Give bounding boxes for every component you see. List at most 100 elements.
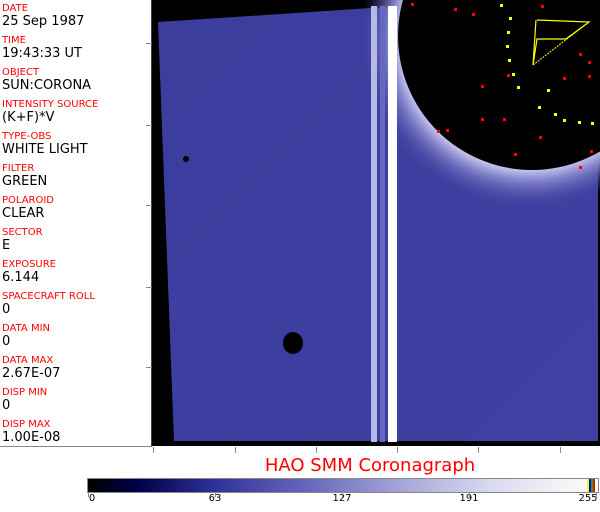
pylon-shadow: [380, 6, 385, 442]
marker-yellow: [512, 73, 515, 76]
axis-tick: [146, 287, 152, 288]
pylon-stripe-bright: [388, 6, 397, 442]
axis-tick: [560, 447, 561, 453]
field-label: DATA MIN: [2, 323, 50, 334]
field-value: 0: [2, 334, 11, 349]
marker-red: [411, 3, 414, 6]
colorbar: [87, 478, 599, 493]
axis-tick: [146, 367, 152, 368]
field-label: DISP MAX: [2, 419, 51, 430]
field-label: SPACECRAFT ROLL: [2, 291, 95, 302]
field-value: SUN:CORONA: [2, 78, 92, 93]
field-value: 6.144: [2, 270, 40, 285]
axis-tick: [146, 125, 152, 126]
field-label: TIME: [2, 35, 27, 46]
marker-red: [590, 150, 593, 153]
marker-yellow: [506, 45, 509, 48]
marker-red: [503, 118, 506, 121]
colorbar-tick: [215, 493, 216, 497]
field-label: INTENSITY SOURCE: [2, 99, 99, 110]
field-label: FILTER: [2, 163, 35, 174]
field-disp-max: DISP MAX 1.00E-08: [2, 419, 60, 445]
field-disp-min: DISP MIN 0: [2, 387, 47, 413]
field-value: 25 Sep 1987: [2, 14, 85, 29]
occulter-disk: [398, 0, 600, 170]
field-value: E: [2, 238, 11, 253]
axis-tick: [478, 447, 479, 453]
field-value: WHITE LIGHT: [2, 142, 88, 157]
field-polaroid: POLAROID CLEAR: [2, 195, 54, 221]
field-type-obs: TYPE-OBS WHITE LIGHT: [2, 131, 88, 157]
field-label: DATA MAX: [2, 355, 54, 366]
field-label: EXPOSURE: [2, 259, 57, 270]
field-value: 0: [2, 398, 11, 413]
field-time: TIME 19:43:33 UT: [2, 35, 82, 61]
colorbar-tick: [596, 493, 597, 497]
marker-red: [588, 61, 591, 64]
marker-red: [514, 153, 517, 156]
colorbar-tick-label: 255: [578, 493, 598, 504]
field-object: OBJECT SUN:CORONA: [2, 67, 91, 93]
marker-red: [563, 77, 566, 80]
marker-red: [579, 53, 582, 56]
marker-red: [539, 136, 542, 139]
marker-yellow: [578, 121, 581, 124]
marker-yellow: [591, 122, 594, 125]
marker-red: [481, 85, 484, 88]
pylon-stripe: [371, 6, 377, 442]
colorbar-tick: [342, 493, 343, 497]
field-data-max: DATA MAX 2.67E-07: [2, 355, 60, 381]
marker-yellow: [507, 31, 510, 34]
colorbar-special-color: [593, 479, 595, 492]
marker-yellow: [500, 4, 503, 7]
marker-red: [481, 118, 484, 121]
dust-spot-small: [183, 156, 189, 162]
axis-tick: [316, 447, 317, 453]
marker-red: [579, 166, 582, 169]
colorbar-special-color: [589, 479, 591, 492]
field-date: DATE 25 Sep 1987: [2, 3, 84, 29]
axis-tick: [235, 447, 236, 453]
field-label: TYPE-OBS: [2, 131, 52, 142]
colorbar-tick-label: 0: [88, 493, 96, 504]
header-info-panel: DATE 25 Sep 1987 TIME 19:43:33 UT OBJECT SUN:…: [0, 0, 152, 447]
marker-red: [454, 8, 457, 11]
marker-yellow: [563, 119, 566, 122]
marker-red: [472, 13, 475, 16]
field-value: GREEN: [2, 174, 48, 189]
colorbar-tick: [88, 493, 89, 497]
marker-red: [588, 75, 591, 78]
field-label: SECTOR: [2, 227, 43, 238]
orientation-line: [532, 21, 590, 66]
axis-tick: [146, 43, 152, 44]
marker-yellow: [508, 59, 511, 62]
field-value: CLEAR: [2, 206, 45, 221]
instrument-title: HAO SMM Coronagraph: [264, 455, 476, 476]
field-value: (K+F)*V: [2, 110, 55, 125]
marker-yellow: [547, 89, 550, 92]
field-filter: FILTER GREEN: [2, 163, 47, 189]
colorbar-tick-label: 191: [459, 493, 479, 504]
field-label: DATE: [2, 3, 29, 14]
colorbar-tick: [469, 493, 470, 497]
field-label: POLAROID: [2, 195, 55, 206]
marker-yellow: [538, 106, 541, 109]
axis-tick: [146, 205, 152, 206]
field-value: 1.00E-08: [2, 430, 61, 445]
grid-markers: [411, 3, 594, 169]
coronagraph-image: [152, 0, 600, 446]
orientation-triangle: [532, 19, 591, 66]
field-value: 2.67E-07: [2, 366, 61, 381]
dust-spot: [283, 332, 303, 354]
marker-red: [507, 74, 510, 77]
axis-tick: [397, 447, 398, 453]
field-sector: SECTOR E: [2, 227, 43, 253]
marker-yellow: [509, 17, 512, 20]
marker-yellow: [554, 113, 557, 116]
marker-red: [446, 129, 449, 132]
marker-red: [437, 130, 440, 133]
colorbar-tick-label: 63: [208, 493, 222, 504]
marker-red: [541, 5, 544, 8]
field-value: 0: [2, 302, 11, 317]
field-label: DISP MIN: [2, 387, 48, 398]
